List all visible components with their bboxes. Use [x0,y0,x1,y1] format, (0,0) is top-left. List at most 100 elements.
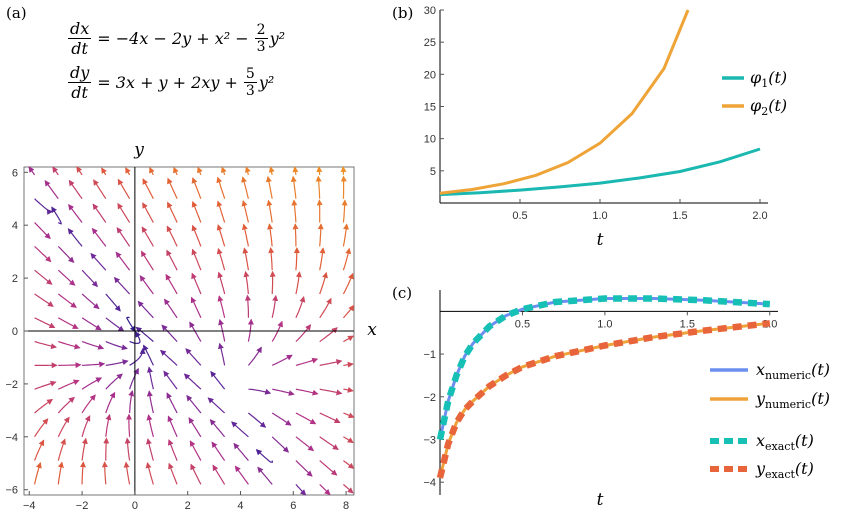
streamline-80 [141,226,154,247]
streamline-38 [67,228,83,247]
streamline-89 [159,349,178,366]
streamline-160 [295,324,312,343]
y-tick-label-a: 6 [12,167,18,179]
eq1-tail: y² [269,28,286,48]
streamline-56 [123,461,131,485]
streamline-188 [343,335,354,343]
streamline-55 [101,167,107,176]
streamline-170 [319,436,339,450]
streamline-50 [105,293,121,312]
streamline-85 [167,439,178,461]
legend-label-c-2: xexact(t) [756,431,814,453]
streamline-107 [191,248,202,271]
streamline-174 [319,327,338,343]
streamline-129 [248,412,267,428]
streamline-82 [142,178,154,199]
streamline-151 [266,199,273,223]
streamline-23 [57,269,76,286]
streamline-158 [295,388,319,396]
streamline-33 [82,361,106,368]
streamline-52 [91,227,107,247]
streamline-124 [216,176,226,199]
streamline-108 [191,224,202,247]
y-tick-label-a: 0 [12,326,18,338]
streamline-35 [81,317,102,331]
streamline-18 [58,379,80,390]
equation-dx: dx dt = −4x − 2y + x² − 2 3 y² [68,16,285,60]
streamline-192 [342,223,350,247]
streamline-120 [217,271,226,295]
x-tick-label-a: 6 [290,500,296,512]
eq2-lhs-num: dy [68,62,92,83]
eq1-lhs-den: dt [71,38,88,58]
streamline-44 [105,413,112,437]
streamline-173 [319,359,343,366]
streamline-137 [241,200,249,223]
streamline-177 [319,247,326,271]
y-tick-label-b: 5 [430,166,436,178]
streamline-102 [183,373,202,390]
streamline-189 [342,304,355,319]
streamline-185 [343,412,355,419]
streamline-186 [343,386,354,393]
streamline-152 [265,175,273,199]
eq2-tail: y² [258,72,275,92]
streamline-21 [58,317,79,329]
streamline-19 [58,362,82,369]
stream-plot-a: −4 −2 0 2 4 6 8 −6 −4 −2 0 2 4 6 y x [5,140,377,512]
streamline-116 [210,370,226,390]
streamline-27 [52,166,59,176]
streamline-113 [211,441,226,461]
streamline-87 [166,392,178,414]
streamline-29 [81,437,88,461]
y-axis-label-a: y [133,140,144,160]
streamline-4 [34,380,57,390]
streamline-96 [167,177,178,199]
streamline-41 [76,166,83,176]
streamline-145 [271,354,293,366]
y-tick-label-c: −2 [423,392,436,404]
streamline-142 [271,436,290,453]
streamline-100 [188,417,202,438]
y-tick-label-b: 30 [424,5,436,17]
streamline-66 [116,227,131,247]
streamline-59 [128,390,135,414]
streamline-163 [293,247,300,271]
eq1-rhs: = −4x − 2y + x² − [97,28,249,48]
streamline-161 [295,296,306,319]
streamline-84 [168,462,178,485]
streamline-47 [105,359,129,366]
eq2-frac-num: 5 [243,65,257,83]
legend-label-b-0: φ1(t) [750,68,787,90]
streamline-103 [185,348,202,366]
eq2-lhs-den: dt [71,82,88,102]
streamline-31 [81,394,96,414]
streamline-167 [292,166,299,175]
streamline-9 [34,269,53,285]
streamline-146 [271,320,283,342]
streamline-11 [34,222,51,240]
y-tick-label-a: 4 [12,220,18,232]
x-tick-label-c: 1.0 [597,318,612,330]
streamline-10 [34,245,52,263]
x-axis-label-b: t [597,230,604,250]
eq1-frac: 2 3 [254,22,268,55]
streamline-168 [319,483,331,496]
streamline-119 [217,295,226,318]
streamline-99 [189,440,202,461]
line-chart-c: 0.5 1.0 1.5 2.0−1−2−3−4txnumeric(t)ynumeric… [423,290,830,510]
streamline-14 [57,461,64,485]
streamline-183 [343,460,355,469]
streamline-53 [92,203,107,223]
x-tick-label-a: −4 [23,500,36,512]
streamline-77 [137,300,154,319]
eq2-rhs: = 3x + y + 2xy + [97,72,238,92]
legend-label-c-0: xnumeric(t) [756,360,830,382]
streamline-138 [241,176,249,199]
y-tick-label-c: −4 [423,477,436,489]
x-tick-label-b: 1.5 [672,210,687,222]
streamline-190 [342,272,354,295]
streamline-115 [207,397,226,414]
streamline-42 [101,461,108,485]
